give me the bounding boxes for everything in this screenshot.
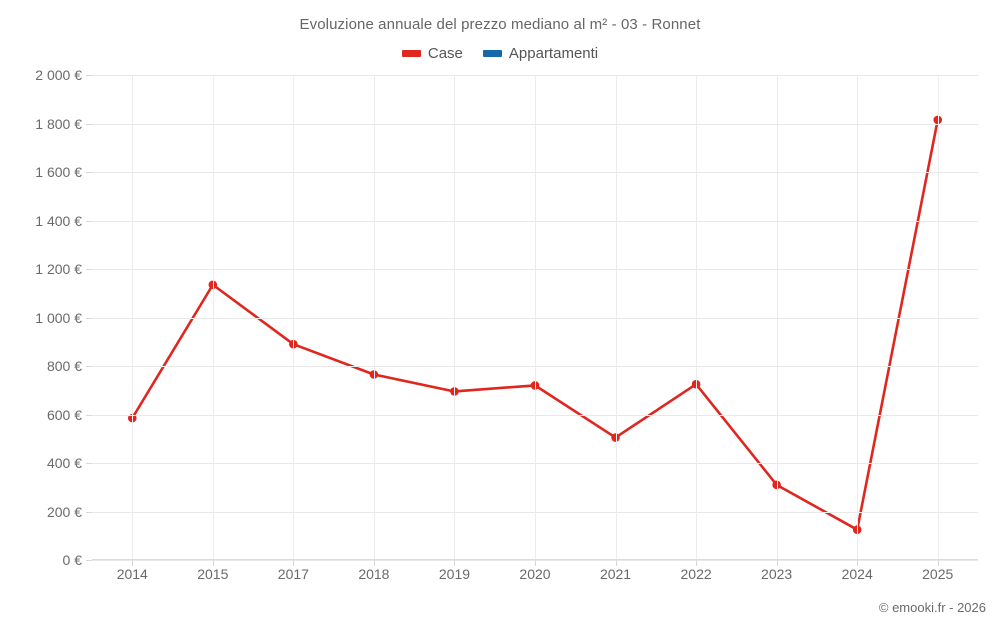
legend-item-label: Appartamenti [508, 45, 599, 62]
y-axis-tick-mark [86, 511, 92, 513]
y-axis-tick-mark [86, 366, 92, 367]
chart-title: Evoluzione annuale del prezzo mediano al… [299, 16, 701, 33]
x-axis-tick-label: 2015 [197, 566, 229, 582]
y-axis-tick-mark [86, 123, 92, 125]
x-axis-tick-label: 2021 [599, 566, 632, 582]
legend-item[interactable]: Appartamenti [482, 45, 599, 62]
y-axis-tick-mark [86, 75, 92, 76]
y-axis-tick-mark [86, 220, 92, 222]
y-axis-tick-label: 0 € [62, 552, 82, 568]
legend-color-swatch [401, 50, 421, 57]
gridline-vertical [696, 75, 698, 560]
gridline-vertical [937, 75, 939, 560]
gridline-vertical [293, 75, 295, 560]
y-axis-tick-label: 800 € [46, 358, 82, 374]
x-axis-tick-label: 2022 [680, 566, 712, 582]
x-axis-tick-mark [132, 560, 134, 566]
copyright-footer: © emooki.fr - 2026 [878, 600, 986, 615]
x-axis-baseline [92, 559, 978, 560]
legend-item[interactable]: Case [401, 45, 463, 62]
y-axis-tick-label: 1 000 € [35, 309, 82, 326]
y-axis-tick-label: 200 € [46, 503, 82, 520]
y-axis-tick-mark [86, 463, 92, 464]
y-axis-tick-label: 1 600 € [35, 164, 82, 180]
x-axis-tick-label: 2023 [761, 566, 793, 582]
y-axis-tick-label: 400 € [46, 455, 82, 471]
gridline-vertical [615, 75, 617, 560]
x-axis-tick-mark [454, 560, 456, 566]
x-axis-tick-mark [615, 560, 617, 566]
x-axis-tick-label: 2018 [358, 566, 390, 582]
x-axis-tick-label: 2025 [922, 566, 954, 582]
y-axis-tick-label: 600 € [46, 406, 82, 423]
x-axis-tick-mark [293, 560, 295, 566]
gridline-vertical [212, 75, 214, 560]
plot-area [92, 75, 978, 561]
gridline-vertical [857, 75, 859, 560]
y-axis-tick-mark [86, 317, 92, 319]
x-axis-tick-label: 2014 [116, 566, 148, 582]
y-axis-tick-mark [86, 172, 92, 173]
legend-item-label: Case [427, 45, 463, 62]
chart-legend: Case Appartamenti [0, 45, 1000, 62]
y-axis-tick-label: 1 400 € [35, 212, 82, 229]
legend-color-swatch [482, 50, 502, 57]
y-axis-tick-mark [86, 269, 92, 270]
x-axis-tick-label: 2020 [519, 566, 551, 582]
x-axis-tick-mark [212, 560, 214, 566]
y-axis-tick-label: 1 200 € [35, 261, 82, 277]
x-axis-tick-mark [373, 560, 375, 566]
y-axis-tick-mark [86, 560, 92, 561]
x-axis-tick-label: 2017 [277, 566, 309, 582]
y-axis-tick-label: 1 800 € [35, 115, 82, 132]
x-axis-tick-mark [776, 560, 778, 566]
x-axis-tick-mark [696, 560, 698, 566]
x-axis-tick-mark [857, 560, 859, 566]
gridline-vertical [132, 75, 134, 560]
gridline-vertical [535, 75, 536, 560]
y-axis-tick-label: 2 000 € [35, 67, 82, 83]
gridline-vertical [373, 75, 375, 560]
x-axis-tick-mark [535, 560, 536, 566]
x-axis-tick-label: 2019 [438, 566, 471, 582]
gridline-vertical [454, 75, 456, 560]
x-axis-tick-mark [937, 560, 939, 566]
gridline-vertical [776, 75, 778, 560]
y-axis-tick-mark [86, 414, 92, 416]
x-axis-tick-label: 2024 [841, 566, 873, 582]
